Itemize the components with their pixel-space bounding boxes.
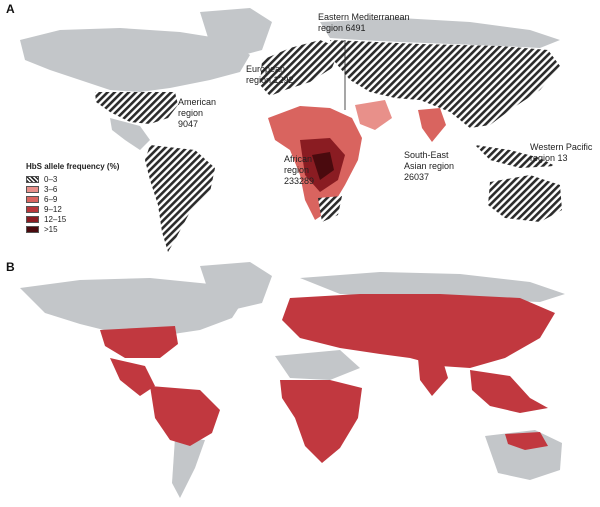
legend-swatch [26,195,39,203]
greenland [200,8,272,58]
legend-item: 9–12 [26,204,119,214]
panel-letter-a: A [6,2,15,16]
northern-eurasia-grey [320,18,560,48]
panel-a-hbs-map: A American region 9047 European region 1… [6,2,593,252]
central-america [110,118,150,150]
australia [488,175,562,222]
sahara-grey [275,350,360,380]
legend-item: 3–6 [26,184,119,194]
legend-item: >15 [26,224,119,234]
label-european-region: European region 1292 [246,64,294,85]
legend-item: 0–3 [26,174,119,184]
legend-label: 9–12 [44,204,62,214]
panel-b-malaria-map: B [0,258,600,507]
map-b-svg [20,262,565,498]
legend-label: 6–9 [44,194,58,204]
north-america-red [100,326,178,358]
label-western-pacific-region: Western Pacific region 13 [530,142,593,163]
india [418,108,446,142]
legend-label: 3–6 [44,184,58,194]
europe-asia-red [282,294,555,368]
india-red [418,358,448,396]
southern-africa-hatched [318,196,342,222]
south-america [145,145,215,252]
asia-hatched [330,40,560,128]
label-american-region: American region 9047 [178,97,217,129]
legend-label: 0–3 [44,174,58,184]
legend-item: 6–9 [26,194,119,204]
label-african-region: African region 233289 [284,154,315,186]
north-america-grey [20,278,245,336]
legend-swatch [26,205,39,213]
europe-hatched [260,40,340,96]
se-asia-islands [475,145,555,168]
legend-label: 12–15 [44,214,67,224]
australia-north-red [505,432,548,450]
legend-item: 12–15 [26,214,119,224]
greenland [200,262,272,310]
legend-swatch-hatched [26,175,39,183]
south-america-red [150,386,220,446]
north-america-grey [20,28,250,92]
se-asia-red [470,370,548,413]
legend-swatch [26,225,39,233]
africa-red [280,380,362,463]
middle-east [355,100,392,130]
legend-title: HbS allele frequency (%) [26,162,120,171]
legend: HbS allele frequency (%) 0–3 3–6 6–9 9–1… [26,162,119,234]
map-a-svg [20,8,562,252]
legend-swatch [26,185,39,193]
central-america-red [110,358,155,396]
africa-inner [312,152,334,180]
panel-letter-b: B [6,260,15,274]
legend-label: >15 [44,224,58,234]
legend-swatch [26,215,39,223]
label-eastern-mediterranean-region: Eastern Mediterranean region 6491 [318,12,410,33]
usa-hatched [95,92,178,124]
south-america-grey [172,438,205,498]
label-south-east-asian-region: South-East Asian region 26037 [404,150,455,182]
